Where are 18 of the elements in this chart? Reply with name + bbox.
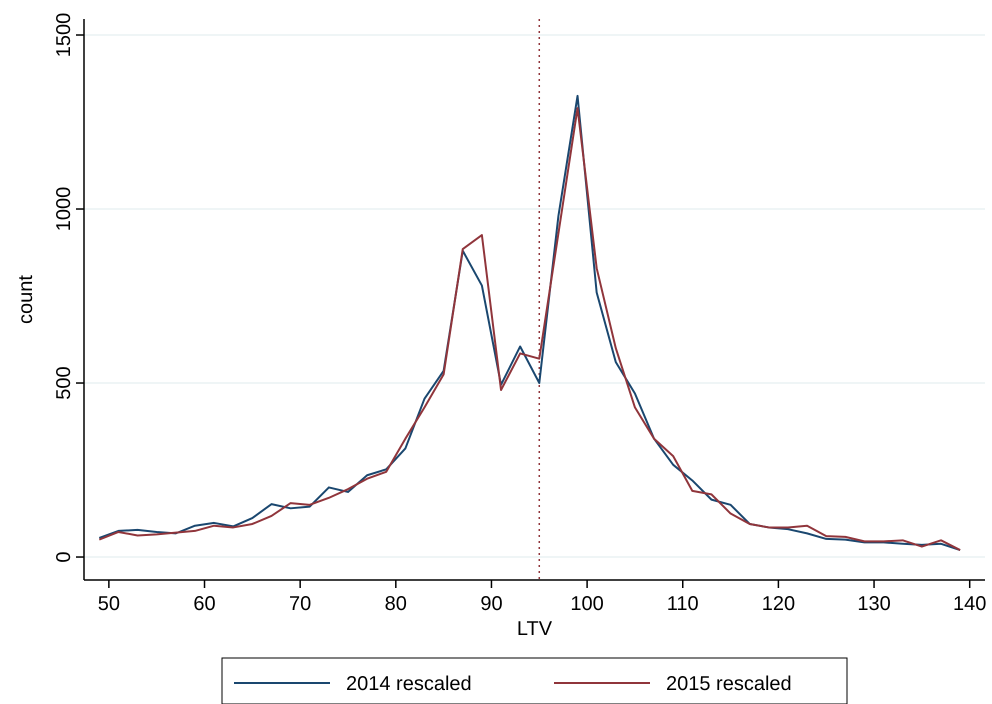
y-tick-label: 0 bbox=[53, 551, 75, 563]
x-tick-label: 80 bbox=[384, 593, 407, 615]
x-tick-label: 50 bbox=[98, 593, 120, 615]
x-tick-label: 130 bbox=[857, 593, 891, 615]
x-axis-title: LTV bbox=[516, 618, 553, 640]
y-tick-label: 1000 bbox=[53, 186, 75, 232]
x-tick-label: 60 bbox=[193, 593, 216, 615]
x-tick-label: 90 bbox=[480, 593, 503, 615]
x-tick-label: 70 bbox=[289, 593, 312, 615]
y-axis-title: count bbox=[15, 274, 37, 324]
y-tick-label: 1500 bbox=[53, 12, 75, 58]
x-tick-label: 120 bbox=[762, 593, 796, 615]
x-tick-label: 100 bbox=[570, 593, 604, 615]
legend-label: 2015 rescaled bbox=[666, 673, 792, 695]
legend-label: 2014 rescaled bbox=[346, 673, 472, 695]
x-tick-label: 110 bbox=[666, 593, 699, 615]
y-tick-label: 500 bbox=[53, 366, 75, 400]
x-tick-label: 140 bbox=[953, 593, 986, 615]
